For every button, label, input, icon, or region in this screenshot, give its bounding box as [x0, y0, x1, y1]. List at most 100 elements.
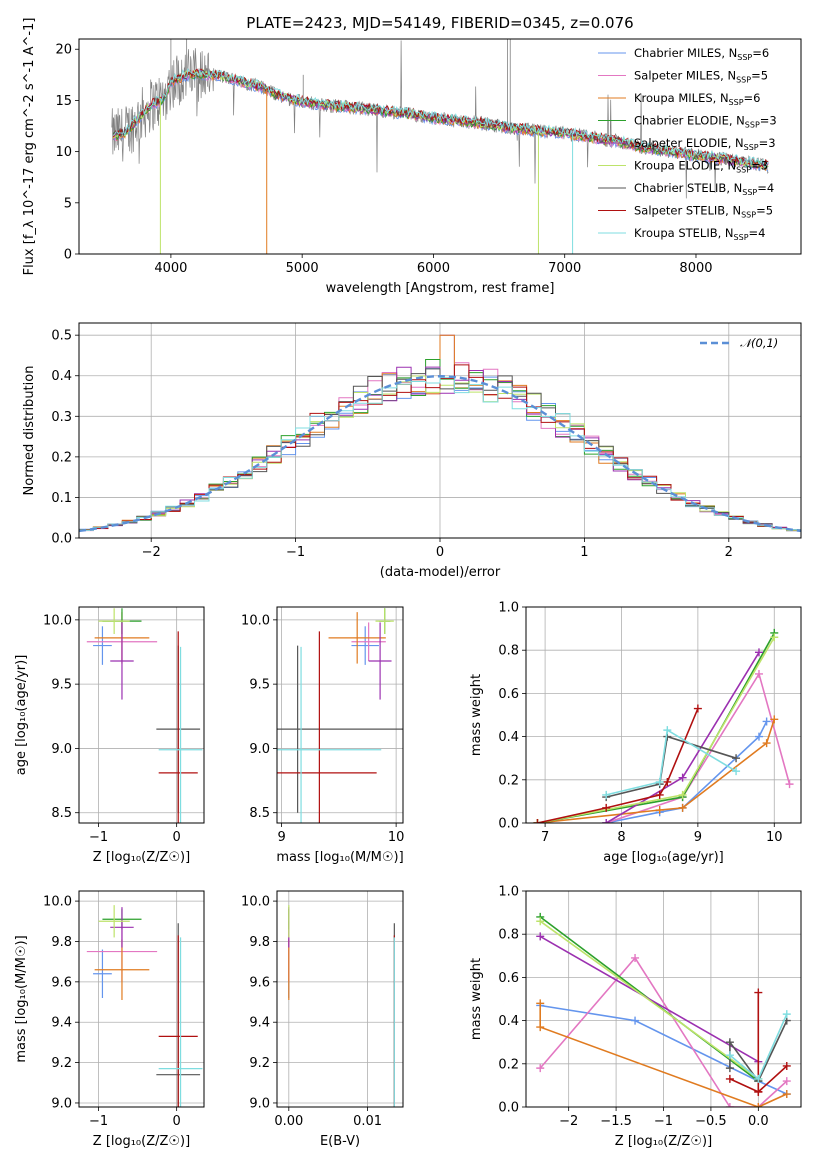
plot-area	[277, 608, 403, 823]
x-tick-label: 0.0	[748, 1114, 769, 1129]
x-tick-label: −1	[89, 1114, 108, 1129]
legend-text: Chabrier MILES, N	[634, 46, 737, 60]
legend-tail: =6	[752, 46, 769, 60]
x-tick-label: −1.5	[600, 1114, 632, 1129]
axes-frame	[78, 606, 205, 824]
series-marker	[655, 790, 664, 799]
series-marker	[536, 932, 545, 941]
legend-tail: =3	[759, 136, 776, 150]
axes-frame	[276, 890, 404, 1108]
legend-tail: =5	[756, 204, 773, 218]
series-line	[605, 672, 791, 823]
y-tick-label: 0.2	[51, 450, 72, 465]
y-tick-label: 0.8	[498, 644, 519, 659]
series-marker	[732, 767, 741, 776]
series-marker	[536, 1064, 545, 1073]
series-line	[729, 992, 788, 1094]
x-tick-label: 10	[388, 830, 405, 845]
x-tick-label: 0	[173, 1114, 181, 1129]
x-tick-label: 8000	[679, 261, 712, 276]
legend-text: Chabrier STELIB, N	[634, 181, 742, 195]
y-tick-label: 9.6	[249, 975, 270, 990]
legend-sub: SSP	[742, 188, 757, 197]
series-marker	[762, 739, 771, 748]
y-tick-label: 8.5	[249, 806, 270, 821]
axes-massweight_vs_age: 7 8 9 10 0.0 0.2 0.4 0.6 0.8 1.0 age [log₁₀(age/yr…	[469, 601, 802, 865]
x-tick-label: 5000	[286, 261, 319, 276]
x-tick-label: 2	[725, 545, 733, 560]
axes-residuals: −2 −1 0 1 2 0.0 0.1 0.2 0.3 0.4 0.5 (data-model)/er…	[22, 322, 802, 580]
y-tick-label: 10.0	[241, 613, 270, 628]
series-marker	[725, 1038, 734, 1047]
legend-entry: Salpeter MILES, NSSP=5	[634, 69, 768, 85]
y-tick-label: 0.8	[498, 928, 519, 943]
series-marker	[754, 1074, 763, 1083]
series-marker	[678, 803, 687, 812]
y-tick-label: 9.0	[249, 1096, 270, 1111]
y-tick-label: 0.6	[498, 687, 519, 702]
legend-sub: SSP	[734, 233, 749, 242]
series-line	[606, 728, 737, 796]
legend-tail: =3	[760, 114, 777, 128]
y-axis-label: Flux [f_λ 10^-17 erg cm^-2 s^-1 A^-1]	[22, 18, 37, 276]
series-marker	[678, 790, 687, 799]
series-marker	[754, 1087, 763, 1096]
series-marker	[693, 704, 702, 713]
axes-frame	[525, 890, 802, 1108]
y-tick-label: 10.0	[43, 895, 72, 910]
y-tick-label: 9.0	[249, 742, 270, 757]
model-line-chabrier_elodie	[112, 70, 769, 169]
series-marker	[663, 777, 672, 786]
plot-area	[288, 905, 395, 1107]
x-tick-label: 0	[436, 545, 444, 560]
series-marker	[785, 780, 794, 789]
legend-entry: Kroupa ELODIE, NSSP=3	[634, 159, 768, 175]
y-tick-label: 9.5	[249, 678, 270, 693]
axes-frame	[78, 890, 205, 1108]
y-tick-label: 9.8	[51, 935, 72, 950]
x-axis-label: E(B-V)	[320, 1134, 360, 1149]
y-tick-label: 9.0	[51, 1096, 72, 1111]
spectrum-legend: Chabrier MILES, N SSP =6 Salpeter MILES, NS…	[598, 46, 777, 242]
x-tick-label: 9	[694, 830, 702, 845]
series-marker	[725, 1064, 734, 1073]
y-tick-label: 10.0	[241, 895, 270, 910]
x-axis-label: Z [log₁₀(Z/Z☉)]	[93, 850, 190, 865]
y-tick-label: 0.2	[498, 1057, 519, 1072]
series-marker	[602, 803, 611, 812]
series-marker	[754, 648, 763, 657]
series-marker	[536, 917, 545, 926]
axes-age_vs_Z: −1 0 8.5 9.0 9.5 10.0 Z [log₁₀(Z/Z☉)] age [log₁…	[14, 606, 205, 865]
y-tick-label: 1.0	[498, 601, 519, 616]
x-tick-label: −2	[142, 545, 161, 560]
x-tick-label: −1	[286, 545, 305, 560]
x-tick-label: 6000	[417, 261, 450, 276]
series-marker	[762, 717, 771, 726]
y-tick-label: 0.1	[51, 491, 72, 506]
x-tick-label: 10	[766, 830, 783, 845]
gridlines	[79, 607, 204, 823]
y-tick-label: 0.3	[51, 410, 72, 425]
y-tick-label: 0.0	[498, 1101, 519, 1116]
legend-entry: Kroupa MILES, NSSP=6	[634, 91, 760, 107]
gridlines	[79, 891, 204, 1107]
series-marker	[602, 790, 611, 799]
x-tick-label: 0.01	[353, 1114, 382, 1129]
series-marker	[655, 777, 664, 786]
series-line	[539, 1003, 788, 1107]
series-marker	[754, 1103, 763, 1107]
gaussian-curve	[79, 374, 801, 533]
x-tick-label: 1	[580, 545, 588, 560]
x-axis-label: Z [log₁₀(Z/Z☉)]	[93, 1134, 190, 1149]
y-tick-label: 9.2	[51, 1056, 72, 1071]
series-line	[539, 956, 788, 1107]
y-tick-label: 0.0	[51, 532, 72, 547]
gridlines	[277, 891, 403, 1107]
axes-frame	[78, 322, 802, 539]
x-tick-label: −0.5	[695, 1114, 727, 1129]
series-marker	[754, 732, 763, 741]
legend-text: Kroupa ELODIE, N	[634, 159, 736, 173]
plot-area	[536, 912, 791, 1107]
plot-area	[533, 628, 794, 823]
legend-sub: SSP	[741, 211, 756, 220]
